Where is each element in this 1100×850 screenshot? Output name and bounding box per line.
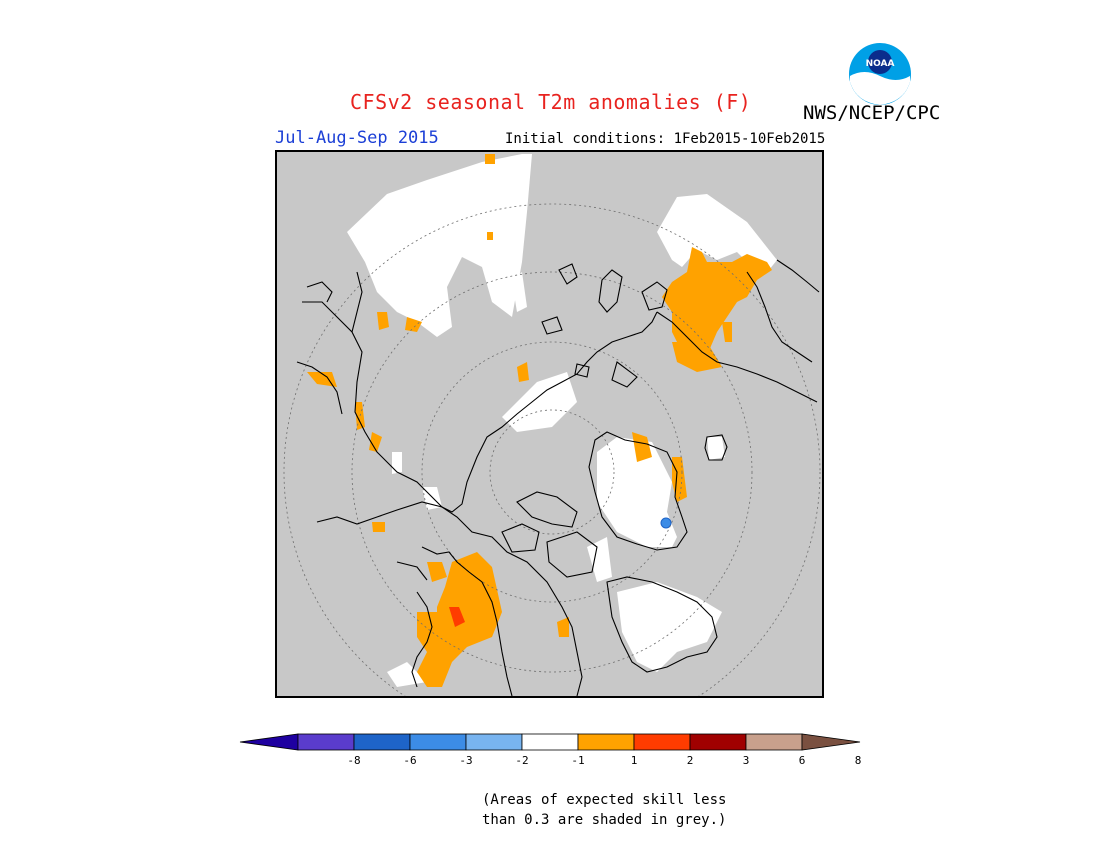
polar-map — [275, 150, 824, 698]
colorbar-swatch — [297, 733, 355, 751]
colorbar-tick-label: -3 — [459, 754, 472, 767]
colorbar-tick-label: -2 — [515, 754, 528, 767]
colorbar-arrow-high — [801, 733, 861, 751]
noaa-logo-icon: NOAA — [849, 43, 911, 105]
colorbar-swatch — [353, 733, 411, 751]
colorbar-tick-label: 6 — [799, 754, 806, 767]
colorbar-tick-label: 1 — [631, 754, 638, 767]
colorbar-tick-label: 3 — [743, 754, 750, 767]
map-title: CFSv2 seasonal T2m anomalies (F) — [350, 90, 752, 114]
colorbar-tick-label: -8 — [347, 754, 360, 767]
footnote-line-2: than 0.3 are shaded in grey.) — [482, 812, 727, 828]
agency-label: NWS/NCEP/CPC — [803, 102, 941, 124]
footnote-line-1: (Areas of expected skill less — [482, 792, 727, 808]
colorbar-swatch — [465, 733, 523, 751]
coastlines — [296, 259, 820, 696]
colorbar-swatch — [409, 733, 467, 751]
colorbar: -8 -6 -3 -2 -1 1 2 3 6 8 — [239, 733, 862, 767]
cold-anomaly-region — [660, 517, 672, 529]
colorbar-swatch — [745, 733, 803, 751]
colorbar-swatch — [689, 733, 747, 751]
colorbar-tick-label: 2 — [687, 754, 694, 767]
season-label: Jul-Aug-Sep 2015 — [275, 128, 439, 148]
colorbar-swatch — [577, 733, 635, 751]
colorbar-tick-label: -6 — [403, 754, 416, 767]
near-normal-regions — [347, 154, 777, 687]
map-canvas — [277, 152, 822, 696]
latitude-circles — [283, 203, 821, 696]
colorbar-swatch — [521, 733, 579, 751]
initial-conditions-label: Initial conditions: 1Feb2015-10Feb2015 — [505, 131, 826, 147]
colorbar-swatch — [633, 733, 691, 751]
colorbar-tick-label: -1 — [571, 754, 584, 767]
noaa-logo-text: NOAA — [866, 59, 895, 69]
colorbar-tick-label: 8 — [855, 754, 862, 767]
hot-anomaly-region — [449, 607, 465, 627]
colorbar-arrow-low — [239, 733, 299, 751]
